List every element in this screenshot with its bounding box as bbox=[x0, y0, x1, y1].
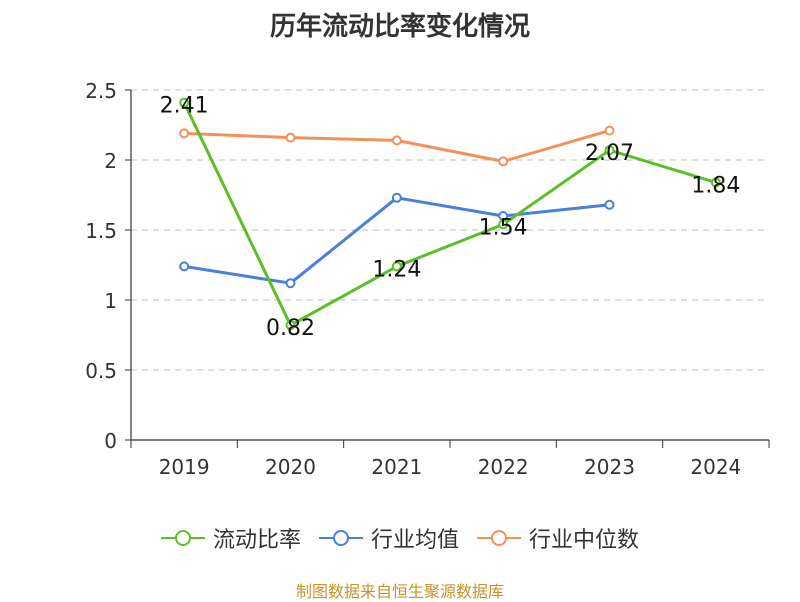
series-point-0 bbox=[391, 261, 402, 272]
legend-label-industry-median: 行业中位数 bbox=[529, 528, 640, 553]
y-tick-label: 2.5 bbox=[85, 79, 117, 103]
x-tick-label: 2023 bbox=[584, 455, 635, 479]
chart-title: 历年流动比率变化情况 bbox=[269, 12, 530, 42]
data-label: 2.41 bbox=[160, 94, 209, 119]
legend-label-current-ratio: 流动比率 bbox=[212, 528, 301, 553]
x-tick-label: 2024 bbox=[690, 455, 741, 479]
legend-label-industry-mean: 行业均值 bbox=[370, 528, 459, 553]
series-point-0 bbox=[604, 145, 615, 156]
data-label: 1.84 bbox=[691, 173, 740, 198]
series-point-1 bbox=[285, 278, 296, 289]
series-point-2 bbox=[498, 156, 509, 167]
legend: 流动比率 行业均值 行业中位数 bbox=[0, 522, 800, 554]
data-label: 1.24 bbox=[372, 257, 421, 282]
series-line-0 bbox=[182, 101, 717, 327]
series-point-1 bbox=[604, 199, 615, 210]
y-tick-label: 1.5 bbox=[85, 219, 117, 243]
grid-lines bbox=[131, 89, 769, 371]
series-line-2 bbox=[184, 129, 610, 163]
data-label: 1.54 bbox=[479, 215, 528, 240]
series-point-2 bbox=[391, 135, 402, 146]
series-point-1 bbox=[391, 192, 402, 203]
legend-item-current-ratio[interactable]: 流动比率 bbox=[160, 522, 301, 554]
x-tick-label: 2022 bbox=[478, 455, 529, 479]
legend-swatch-current-ratio bbox=[160, 530, 205, 546]
series-point-1 bbox=[179, 261, 190, 272]
series-point-0 bbox=[498, 219, 509, 230]
legend-item-industry-mean[interactable]: 行业均值 bbox=[318, 522, 459, 554]
data-label: 0.82 bbox=[266, 316, 315, 341]
series-lines bbox=[179, 97, 721, 331]
series-point-0 bbox=[710, 177, 721, 188]
series-point-2 bbox=[179, 128, 190, 139]
axes bbox=[125, 89, 770, 448]
legend-swatch-industry-median bbox=[477, 530, 521, 546]
series-point-2 bbox=[604, 125, 615, 136]
x-tick-label: 2020 bbox=[265, 455, 316, 479]
legend-swatch-industry-mean bbox=[318, 530, 363, 546]
x-tick-label: 2021 bbox=[371, 455, 422, 479]
legend-item-industry-median[interactable]: 行业中位数 bbox=[477, 522, 639, 554]
y-tick-label: 2 bbox=[104, 149, 117, 173]
x-tick-label: 2019 bbox=[159, 455, 210, 479]
tick-labels: 0 0.5 1 1.5 2 2.5 2019 2020 2021 2022 2023 2024 bbox=[85, 79, 741, 479]
data-label: 2.07 bbox=[585, 141, 634, 166]
data-labels: 2.41 0.82 1.24 1.54 2.07 1.84 bbox=[160, 94, 741, 342]
series-point-0 bbox=[179, 97, 190, 108]
y-tick-label: 1 bbox=[104, 289, 117, 313]
source-note: 制图数据来自恒生聚源数据库 bbox=[295, 582, 504, 601]
y-tick-label: 0 bbox=[104, 429, 117, 453]
y-tick-label: 0.5 bbox=[85, 359, 117, 383]
series-point-2 bbox=[285, 132, 296, 143]
series-point-0 bbox=[285, 320, 296, 331]
